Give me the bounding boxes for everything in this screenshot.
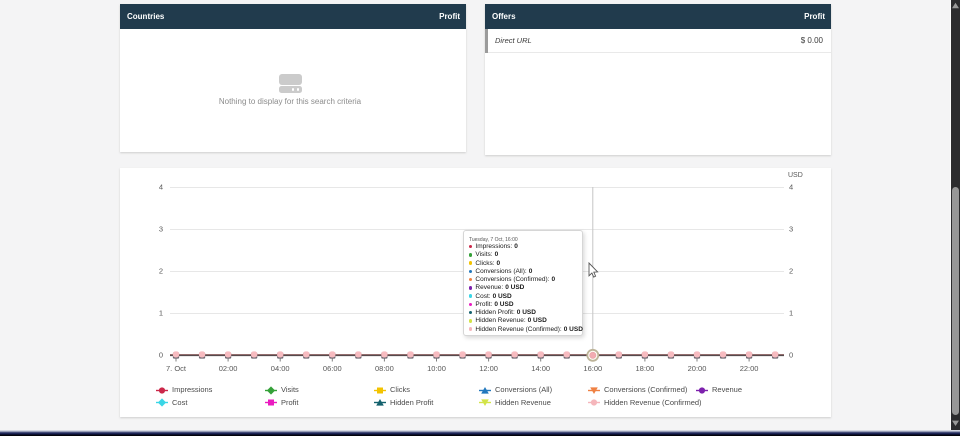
svg-text:3: 3 (159, 225, 163, 234)
svg-text:0: 0 (159, 351, 163, 360)
svg-text:2: 2 (159, 267, 163, 276)
svg-text:1: 1 (789, 309, 793, 318)
svg-text:22:00: 22:00 (740, 364, 759, 373)
svg-text:4: 4 (789, 183, 793, 192)
svg-text:02:00: 02:00 (219, 364, 238, 373)
svg-text:7. Oct: 7. Oct (166, 364, 187, 373)
svg-text:12:00: 12:00 (479, 364, 498, 373)
svg-text:20:00: 20:00 (688, 364, 707, 373)
svg-text:06:00: 06:00 (323, 364, 342, 373)
svg-text:USD: USD (788, 172, 803, 179)
svg-text:14:00: 14:00 (531, 364, 550, 373)
svg-text:18:00: 18:00 (636, 364, 655, 373)
svg-text:4: 4 (159, 183, 163, 192)
svg-text:1: 1 (159, 309, 163, 318)
svg-text:3: 3 (789, 225, 793, 234)
svg-text:04:00: 04:00 (271, 364, 290, 373)
svg-text:2: 2 (789, 267, 793, 276)
svg-text:16:00: 16:00 (583, 364, 602, 373)
svg-text:08:00: 08:00 (375, 364, 394, 373)
svg-text:10:00: 10:00 (427, 364, 446, 373)
svg-text:0: 0 (789, 351, 793, 360)
